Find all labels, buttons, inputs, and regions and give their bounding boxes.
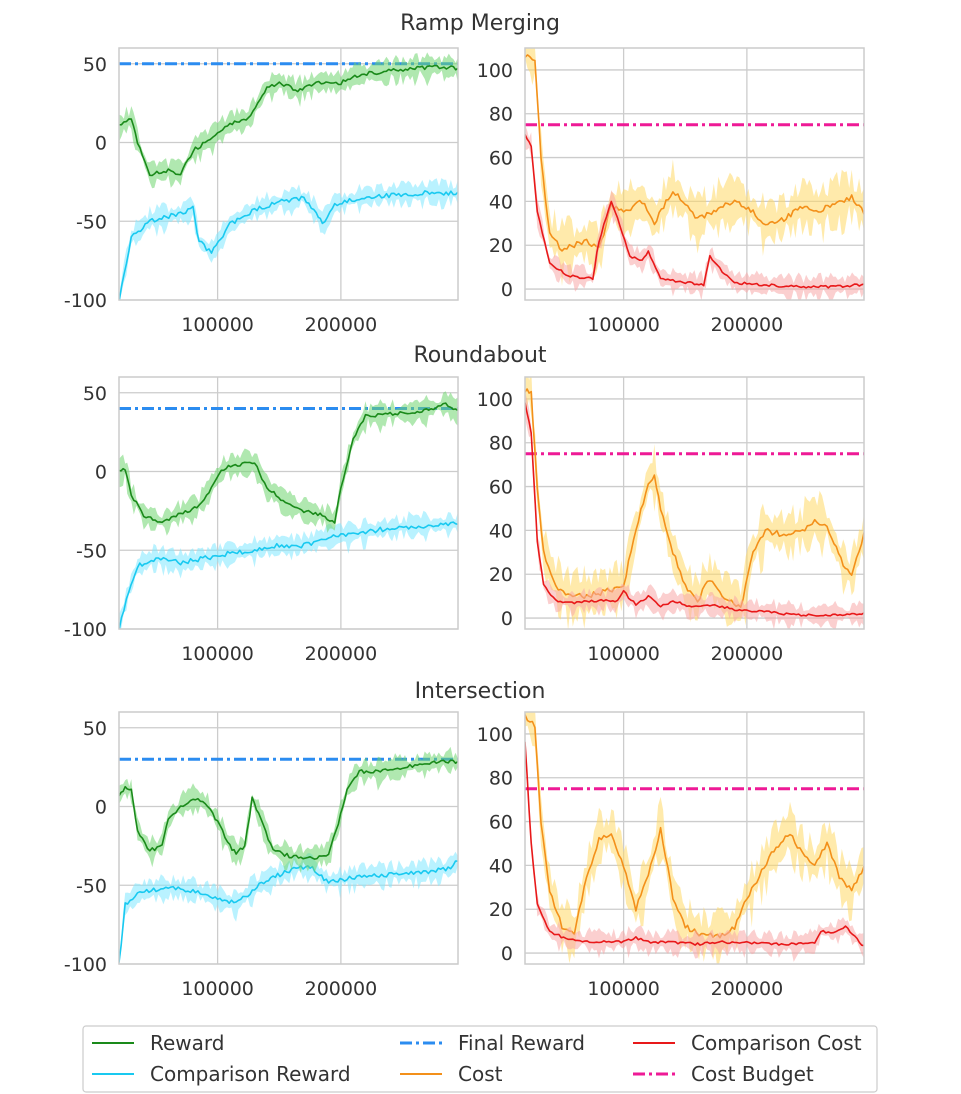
legend-box <box>82 1025 878 1093</box>
axes-frame <box>524 711 865 965</box>
ytick-label: 50 <box>83 54 107 76</box>
axes-frame <box>118 47 459 301</box>
ytick-label: 80 <box>489 104 513 126</box>
ytick-label: 50 <box>83 383 107 405</box>
legend-label-cost-budget: Cost Budget <box>691 1062 814 1086</box>
ytick-label: 80 <box>489 433 513 455</box>
panel-0-reward: 50 0 -50 -100 100000 200000 <box>64 47 459 336</box>
reward-band <box>119 52 458 189</box>
ytick-label: 0 <box>501 608 513 630</box>
ytick-label: 60 <box>489 812 513 834</box>
legend-label-comparison-cost: Comparison Cost <box>691 1031 862 1055</box>
plot-area <box>525 377 864 629</box>
panel-2-cost: 100 80 60 40 20 0 100000 200000 <box>477 711 865 1000</box>
ytick-label: 20 <box>489 564 513 586</box>
cost-line <box>525 388 864 608</box>
xtick-label: 100000 <box>181 314 254 336</box>
ytick-label: 80 <box>489 768 513 790</box>
xtick-label: 100000 <box>587 978 660 1000</box>
reward-line <box>119 402 458 524</box>
xtick-label: 200000 <box>305 643 378 665</box>
ytick-label: 20 <box>489 235 513 257</box>
legend-label-cost: Cost <box>458 1062 503 1086</box>
comparison-reward-band <box>119 851 458 964</box>
comparison-cost-band <box>525 124 864 300</box>
panel-0-cost: 100 80 60 40 20 0 100000 200000 <box>477 47 865 336</box>
comparison-reward-line <box>119 190 458 300</box>
plot-area <box>119 746 458 964</box>
comparison-cost-band <box>525 732 864 962</box>
ytick-label: 60 <box>489 148 513 170</box>
ytick-label: -100 <box>64 619 107 641</box>
xtick-label: 200000 <box>305 978 378 1000</box>
ytick-label: 100 <box>477 389 513 411</box>
xtick-label: 200000 <box>711 643 784 665</box>
plot-area <box>119 391 458 629</box>
cost-line <box>525 714 864 939</box>
ytick-label: 40 <box>489 520 513 542</box>
ytick-label: 0 <box>95 133 107 155</box>
subplot-title: Ramp Merging <box>400 11 560 36</box>
legend-label-reward: Reward <box>150 1031 224 1055</box>
legend: Reward Comparison Reward Final Reward Co… <box>82 1025 878 1093</box>
comparison-reward-line <box>119 860 458 963</box>
axes-frame <box>524 376 865 630</box>
reward-band <box>119 746 458 874</box>
plot-area <box>525 712 864 964</box>
ytick-label: 20 <box>489 899 513 921</box>
xtick-label: 100000 <box>181 643 254 665</box>
ytick-label: -50 <box>76 211 107 233</box>
legend-label-comparison-reward: Comparison Reward <box>150 1062 351 1086</box>
ytick-label: -50 <box>76 875 107 897</box>
comparison-cost-line <box>525 741 864 947</box>
panel-2-reward: 50 0 -50 -100 100000 200000 <box>64 711 459 1000</box>
plot-area <box>119 52 458 300</box>
cost-band <box>525 377 864 629</box>
comparison-cost-line <box>525 402 864 617</box>
ytick-label: 40 <box>489 855 513 877</box>
axes-frame <box>118 376 459 630</box>
comparison-reward-band <box>119 178 458 300</box>
xtick-label: 200000 <box>305 314 378 336</box>
ytick-label: 0 <box>501 279 513 301</box>
xtick-label: 200000 <box>711 314 784 336</box>
ytick-label: 100 <box>477 724 513 746</box>
comparison-cost-line <box>525 134 864 289</box>
cost-line <box>525 54 864 252</box>
ytick-label: 40 <box>489 191 513 213</box>
reward-line <box>119 759 458 860</box>
panel-1-reward: 50 0 -50 -100 100000 200000 <box>64 376 459 665</box>
ytick-label: 100 <box>477 60 513 82</box>
axes-frame <box>118 711 459 965</box>
ytick-label: 50 <box>83 718 107 740</box>
xtick-label: 200000 <box>711 978 784 1000</box>
xtick-label: 100000 <box>587 643 660 665</box>
comparison-reward-line <box>119 521 458 629</box>
ytick-label: 0 <box>501 943 513 965</box>
ytick-label: 60 <box>489 477 513 499</box>
comparison-reward-band <box>119 510 458 629</box>
subplot-title: Intersection <box>415 679 546 704</box>
ytick-label: 0 <box>95 462 107 484</box>
xtick-label: 100000 <box>587 314 660 336</box>
subplot-title: Roundabout <box>413 343 546 368</box>
legend-label-final-reward: Final Reward <box>458 1031 585 1055</box>
axes-frame <box>524 47 865 301</box>
panel-1-cost: 100 80 60 40 20 0 100000 200000 <box>477 376 865 665</box>
ytick-label: 0 <box>95 797 107 819</box>
comparison-cost-band <box>525 391 864 629</box>
reward-line <box>119 64 458 177</box>
cost-band <box>525 48 864 287</box>
ytick-label: -100 <box>64 954 107 976</box>
cost-band <box>525 712 864 964</box>
ytick-label: -100 <box>64 290 107 312</box>
xtick-label: 100000 <box>181 978 254 1000</box>
plot-area <box>525 48 864 300</box>
ytick-label: -50 <box>76 540 107 562</box>
